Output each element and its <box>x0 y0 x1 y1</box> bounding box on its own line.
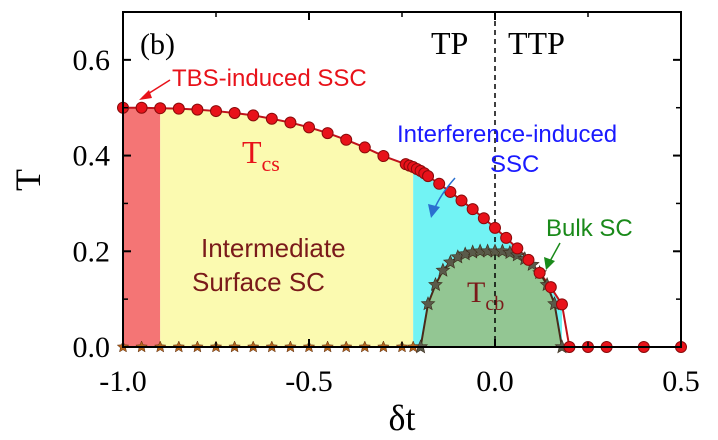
x-tick-label: 0.0 <box>476 365 514 398</box>
tcb-point <box>420 296 436 311</box>
tcs-point <box>284 116 297 129</box>
tcs-point <box>247 109 260 122</box>
x-axis-label: δt <box>389 398 416 438</box>
y-tick-label: 0.6 <box>73 44 111 77</box>
tbs-ssc-annotation: TBS-induced SSC <box>172 65 367 92</box>
y-tick-label: 0.4 <box>73 140 111 173</box>
tcs-point <box>154 102 167 115</box>
tcs-point <box>500 231 513 244</box>
bulk-sc-annotation: Bulk SC <box>546 215 633 242</box>
tcs-point <box>228 106 241 119</box>
bulk-sc-dome <box>420 251 562 347</box>
tcs-point <box>544 281 557 294</box>
x-tick-label: -0.5 <box>285 365 333 398</box>
panel-label: (b) <box>140 28 175 61</box>
axis-ticks: -1.0 -0.5 0.0 0.5 0.0 0.2 0.4 0.6 <box>73 12 700 398</box>
tcs-point <box>433 177 446 190</box>
tcb-point <box>495 243 510 258</box>
bulk-arrow-head <box>544 257 555 270</box>
intermediate-surface-sc-region <box>160 108 414 347</box>
tcb-label: Tcb <box>467 276 504 315</box>
y-tick-label: 0.2 <box>73 235 111 268</box>
interference-annotation-line2: SSC <box>490 151 539 178</box>
interference-arrow-head <box>428 204 440 218</box>
tcs-point <box>455 194 468 207</box>
tcb-point <box>435 262 451 277</box>
tcs-point <box>422 170 435 183</box>
tbs-ssc-region <box>123 107 161 347</box>
tcs-point <box>489 221 501 234</box>
tbs-arrow-head <box>139 90 152 100</box>
tcs-point <box>533 266 546 279</box>
tcs-point <box>555 298 568 311</box>
tcs-point <box>377 150 390 163</box>
y-tick-label: 0.0 <box>73 331 111 364</box>
tcs-point <box>358 141 371 154</box>
tcs-point <box>321 127 334 140</box>
tcs-label: Tcs <box>242 134 280 176</box>
tcs-point <box>135 101 148 114</box>
intermediate-annotation-line1: Intermediate <box>201 233 346 263</box>
tcs-point <box>522 253 535 266</box>
tcs-point <box>265 112 278 125</box>
tcs-point <box>477 212 490 225</box>
tcs-point <box>172 102 185 115</box>
tcs-point <box>466 203 479 216</box>
tcs-point <box>340 133 353 146</box>
tcs-point <box>303 121 315 134</box>
interference-annotation-line1: Interference-induced <box>397 121 617 148</box>
y-axis-label: T <box>8 169 48 191</box>
tcs-point <box>191 103 204 116</box>
x-tick-label: -1.0 <box>99 365 147 398</box>
intermediate-annotation-line2: Surface SC <box>192 267 325 297</box>
tcb-point <box>509 247 525 262</box>
tcs-point <box>511 242 524 255</box>
ttp-label: TTP <box>508 25 565 61</box>
tp-label: TP <box>431 25 468 61</box>
tcs-point <box>210 105 222 118</box>
x-tick-label: 0.5 <box>662 365 700 398</box>
tcb-point <box>428 277 443 292</box>
